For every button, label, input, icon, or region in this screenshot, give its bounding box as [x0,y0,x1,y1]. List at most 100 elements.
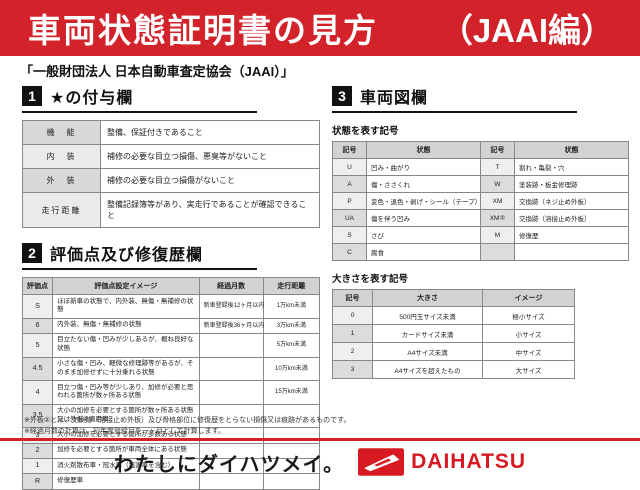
state-symbols-caption: 状態を表す記号 [332,126,399,137]
section2-title: 評価点及び修復歴欄 [50,247,204,264]
daihatsu-brand: DAIHATSU [358,448,526,476]
section1-heading: 1 ★の付与欄 [22,84,257,113]
symbol-header: 記号 [332,289,373,307]
symbol-cell: 1 [332,324,373,343]
table-header-row: 記号 大きさ イメージ [332,289,575,307]
months-cell: 新車登録後12ヶ月以内 [198,294,264,319]
size-cell: カードサイズ未満 [372,324,483,343]
symbol-cell: 0 [332,306,373,325]
symbol-header: 記号 [480,141,515,159]
state-cell: 塗装跡・板金修理跡 [514,175,629,193]
table-row: 1 消火剤散布車・冠水車（塩害車を含む） [21,457,321,475]
mileage-cell: 1万km未満 [262,294,321,319]
table-row: P 変色・退色・剥げ・シール（テープ）跡 XM 交換跡（ネジ止め外板） [332,192,629,210]
criteria-label-cell: 外 装 [22,168,101,193]
symbol-header: 記号 [332,141,367,159]
symbol-cell [480,243,515,261]
months-cell [198,380,264,405]
state-cell: 傷・ささくれ [366,175,481,193]
mileage-cell [262,403,321,429]
criteria-label-cell: 機 能 [22,120,101,145]
page-title: 車両状態証明書の見方 [28,12,378,49]
size-header: 大きさ [372,289,483,307]
criteria-desc-cell: 整備、保証付きであること [100,120,320,145]
footnote-line: ※外板②とは、交換跡（溶接止め外板）及び骨格部位に修復歴をとらない損傷又は痕跡が… [24,417,351,424]
state-cell: 腐食 [366,243,481,261]
section3-heading: 3 車両図欄 [332,84,577,113]
section2-heading: 2 評価点及び修復歴欄 [22,241,257,270]
footnote-line: ※経過月数の計算は、初年度登録月を一ヶ月として計算します。 [24,428,225,436]
symbol-cell: XM [480,192,515,210]
symbol-cell: A [332,175,367,193]
state-cell: 交換跡（ネジ止め外板） [514,192,629,210]
size-symbols-table: 記号 大きさ イメージ 0 500円玉サイズ未満 極小サイズ 1 カードサイズ未… [332,289,575,379]
table-row: 3 A4サイズを超えたもの 大サイズ [332,360,575,379]
symbol-cell: U [332,158,367,176]
section1-title: ★の付与欄 [50,90,134,107]
daihatsu-wordmark: DAIHATSU [411,450,527,473]
table-row: C 腐食 [332,243,629,261]
image-cell: 小サイズ [482,324,575,343]
state-cell: 傷を伴う凹み [366,209,481,227]
symbol-cell: W [480,175,515,193]
symbol-cell: T [480,158,515,176]
desc-cell: 目立つ傷・凹み等が少しあり、加修が必要と思われる箇所が数ヶ所ある状態 [52,380,200,405]
mileage-header: 走行距離 [262,277,321,295]
symbol-cell: 2 [332,342,373,361]
desc-cell: 目立たない傷・凹みが少しあるが、概ね良好な状態 [52,332,200,358]
state-header: 状態 [514,141,629,159]
size-symbols-caption: 大きさを表す記号 [332,274,409,285]
score-cell: S [21,294,54,319]
section2-number-badge: 2 [22,243,42,263]
state-header: 状態 [366,141,481,159]
section1-number-badge: 1 [22,86,42,106]
table-row: 機 能 整備、保証付きであること [22,120,320,145]
mileage-cell: 3万km未満 [262,317,321,334]
score-cell: 4 [21,380,54,405]
symbol-cell: 3 [332,360,373,379]
mileage-cell: 15万km未満 [262,380,321,405]
desc-cell: 小さな傷・凹み、軽微な修理跡等があるが、そのまま加修せずに十分乗れる状態 [52,356,200,382]
footer: わたしにダイハツメイ。 DAIHATSU [0,446,640,478]
page-header-banner: 車両状態証明書の見方 （JAAI編） [0,0,640,56]
table-row: U 凹み・曲がり T 割れ・亀裂・穴 [332,158,629,176]
section3-title: 車両図欄 [360,90,429,107]
image-header: 評価点設定イメージ [52,277,200,295]
table-row: 外 装 補修の必要な目立つ損傷がないこと [22,168,320,193]
state-cell [514,243,629,261]
months-cell: 新車登録後36ヶ月以内 [198,317,264,334]
daihatsu-tagline: わたしにダイハツメイ。 [113,453,345,476]
table-row: 0 500円玉サイズ未満 極小サイズ [332,306,575,325]
criteria-label-cell: 内 装 [22,144,101,169]
score-header: 評価点 [21,277,54,295]
criteria-label-cell: 走行距離 [22,192,101,228]
footer-divider [0,438,640,441]
table-header-row: 評価点 評価点設定イメージ 経過月数 走行距離 [21,277,321,295]
months-cell [198,332,264,358]
score-cell: 4.5 [21,356,54,382]
score-cell: 3.5 [21,403,54,429]
table-row: 4 目立つ傷・凹み等が少しあり、加修が必要と思われる箇所が数ヶ所ある状態 15万… [21,380,321,405]
symbol-cell: S [332,226,367,244]
state-cell: 割れ・亀裂・穴 [514,158,629,176]
criteria-desc-cell: 補修の必要な目立つ損傷がないこと [100,168,320,193]
state-cell: 交換跡（溶接止め外板） [514,209,629,227]
right-column: 3 車両図欄 状態を表す記号 記号 状態 記号 状態 U 凹み・曲がり T 割れ… [332,84,629,379]
table-row: 5 目立たない傷・凹みが少しあるが、概ね良好な状態 5万km未満 [21,332,321,358]
table-row: 3.5 大小の加修を必要とする箇所が数ヶ所ある状態又は外板②適用車 [21,403,321,429]
daihatsu-logo-icon [358,448,405,476]
symbol-cell: UA [332,209,367,227]
state-symbols-table: 記号 状態 記号 状態 U 凹み・曲がり T 割れ・亀裂・穴 A 傷・ささくれ … [332,141,629,261]
state-cell: 修復歴 [514,226,629,244]
symbol-cell: XM② [480,209,515,227]
desc-cell: ほぼ新車の状態で、内外装、無傷・無補修の状態 [52,294,200,319]
table-row: 走行距離 整備記録簿等があり、実走行であることが確認できること [22,192,320,228]
months-cell [198,356,264,382]
months-cell [198,403,264,429]
table-row: A 傷・ささくれ W 塗装跡・板金修理跡 [332,175,629,193]
state-cell: 変色・退色・剥げ・シール（テープ）跡 [366,192,481,210]
score-cell: 5 [21,332,54,358]
image-cell: 中サイズ [482,342,575,361]
score-cell: 6 [21,317,54,334]
section3-number-badge: 3 [332,86,352,106]
